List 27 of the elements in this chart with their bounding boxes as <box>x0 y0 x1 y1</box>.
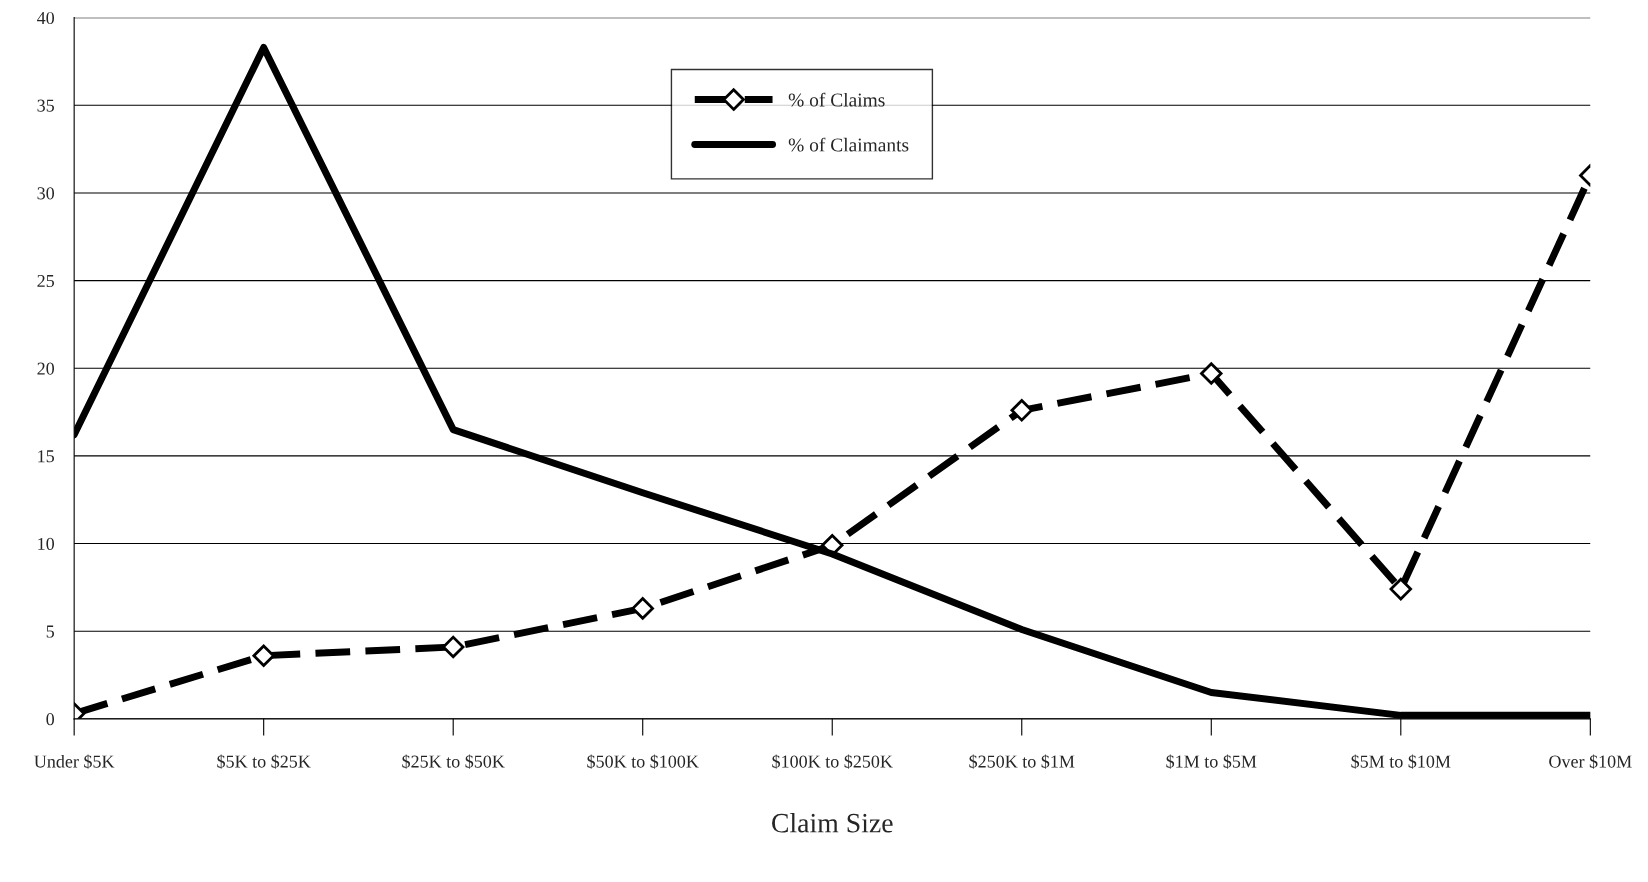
x-tick-label: $5M to $10M <box>1351 754 1451 769</box>
x-tick-label: $100K to $250K <box>772 754 893 769</box>
x-axis-title: Claim Size <box>772 812 893 833</box>
y-tick-label: 30 <box>37 187 55 200</box>
y-tick-label: 0 <box>46 713 55 726</box>
x-tick-label: $5K to $25K <box>217 754 311 769</box>
x-tick-label: $50K to $100K <box>587 754 699 769</box>
y-tick-label: 15 <box>38 450 55 463</box>
x-tick-label: $250K to $1M <box>969 754 1075 769</box>
legend-label: % of Claimants <box>788 137 909 152</box>
x-tick-label: Over $10M <box>1549 754 1632 769</box>
y-tick-label: 40 <box>37 11 55 25</box>
y-tick-label: 5 <box>46 625 55 638</box>
x-tick-label: $1M to $5M <box>1166 754 1257 769</box>
point <box>1010 399 1033 422</box>
point <box>631 597 654 620</box>
x-tick-label: $25K to $50K <box>402 754 505 769</box>
y-tick-label: 20 <box>37 362 55 375</box>
legend-label: % of Claims <box>788 92 885 107</box>
point <box>1389 577 1413 601</box>
y-tick-label: 35 <box>37 99 55 112</box>
y-tick-label: 25 <box>37 274 55 288</box>
y-tick-label: 10 <box>38 537 55 550</box>
point <box>1200 362 1223 385</box>
point <box>441 635 465 659</box>
point <box>252 644 275 667</box>
x-tick-label: Under $5K <box>34 754 115 769</box>
